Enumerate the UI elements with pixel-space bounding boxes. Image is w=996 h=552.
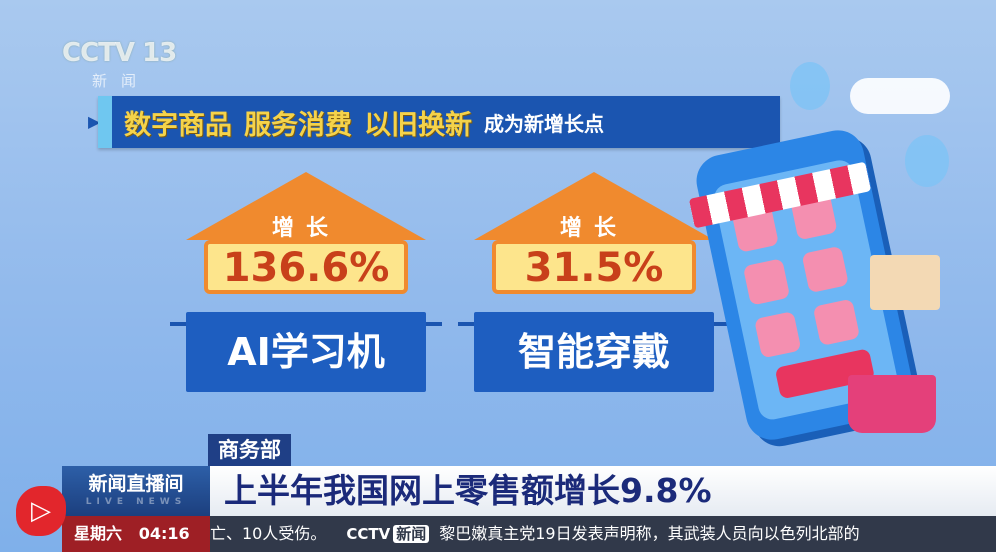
up-arrow-icon [186,172,426,240]
stat-card-wearables: 增长 智能穿戴 31.5% [458,172,730,392]
ticker-text: 黎巴嫩真主党19日发表声明称，其武装人员向以色列北部的 [439,524,860,543]
program-logo: 新闻直播间 LIVE NEWS [62,466,210,516]
channel-subtitle: 新闻 [92,72,151,90]
balloon-icon [790,62,830,110]
stat-label: 增长 [271,216,340,241]
headline-banner: 数字商品 服务消费 以旧换新 成为新增长点 [98,96,780,148]
ticker-logo-text: CCTV [346,525,391,543]
stat-card-ai-learning: 增长 AI学习机 136.6% [170,172,442,392]
stat-label: 增长 [559,216,628,241]
cloud-icon [850,78,950,114]
program-name: 新闻直播间 [88,473,184,495]
headline-suffix: 成为新增长点 [484,111,604,136]
news-title: 上半年我国网上零售额增长9.8% [210,466,996,516]
weekday: 星期六 [74,524,123,543]
headline-item: 服务消费 [244,109,352,141]
stat-category: AI学习机 [186,312,426,392]
up-arrow-icon [474,172,714,240]
ticker-logo: CCTV 新闻 [346,516,430,552]
ticker-prev: 亡、10人受伤。 [210,524,327,543]
live-play-icon: ▷ [16,486,66,536]
stat-value: 136.6% [204,240,408,294]
cctv13-logo: CCTV 13 [62,38,177,68]
shopping-basket-icon [848,375,936,433]
clock: 04:16 [138,524,190,543]
stat-value: 31.5% [492,240,696,294]
date-time: 星期六 04:16 [62,516,210,552]
stat-category: 智能穿戴 [474,312,714,392]
headline-item: 数字商品 [124,109,232,141]
package-icon [870,255,940,310]
ticker-logo-tag: 新闻 [393,525,430,543]
news-ticker: 亡、10人受伤。 CCTV 新闻 黎巴嫩真主党19日发表声明称，其武装人员向以色列… [210,516,996,552]
play-arrow-icon: ▶ [88,112,101,131]
program-name-en: LIVE NEWS [85,497,187,507]
headline-item: 以旧换新 [364,109,472,141]
source-label: 商务部 [208,434,291,466]
balloon-icon [905,135,949,187]
